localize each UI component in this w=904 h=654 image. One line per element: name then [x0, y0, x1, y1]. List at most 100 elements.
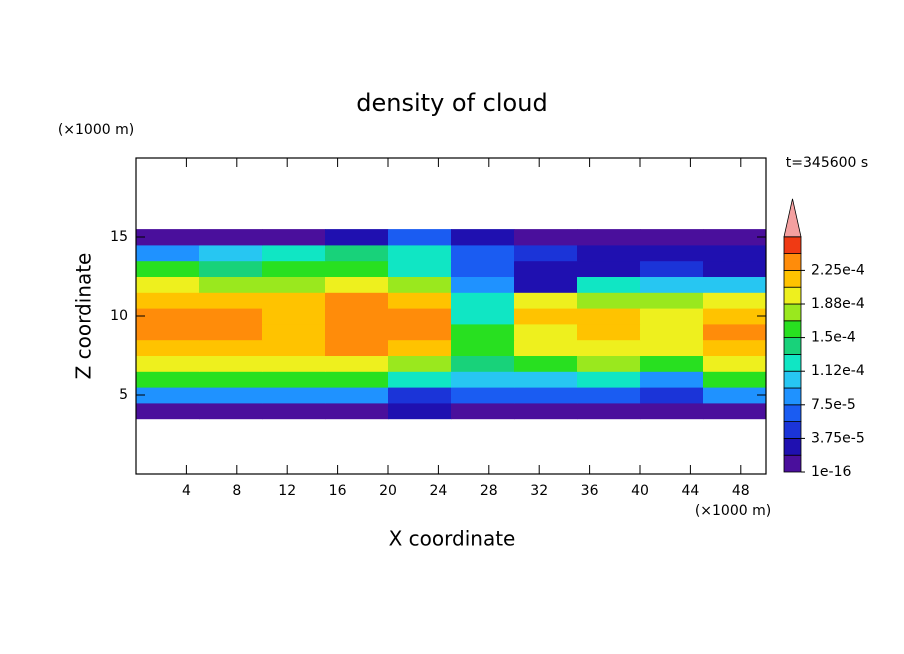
- field-cell: [136, 371, 200, 388]
- x-tick-label: 48: [732, 483, 750, 499]
- field-cell: [451, 276, 515, 293]
- field-cell: [325, 371, 389, 388]
- field-cell: [199, 260, 263, 277]
- field-cell: [199, 323, 263, 341]
- field-cell: [640, 292, 704, 309]
- field-cell: [325, 292, 389, 309]
- field-cell: [451, 355, 515, 372]
- x-tick-label: 4: [182, 483, 191, 499]
- field-cell: [514, 339, 578, 356]
- field-cell: [325, 276, 389, 293]
- field-cell: [136, 229, 200, 246]
- field-cell: [703, 308, 767, 325]
- colorbar-tick-label: 3.75e-5: [811, 430, 865, 446]
- field-cell: [640, 355, 704, 372]
- field-cell: [262, 276, 326, 293]
- field-cell: [199, 402, 263, 420]
- field-cell: [703, 339, 767, 356]
- time-label: t=345600 s: [786, 155, 868, 171]
- colorbar-tick-label: 1.12e-4: [811, 363, 865, 379]
- field-cell: [199, 308, 263, 325]
- colorbar-box: [783, 320, 802, 338]
- field-cell: [388, 402, 452, 420]
- field-cell: [262, 387, 326, 404]
- field-cell: [136, 292, 200, 309]
- field-cell: [136, 308, 200, 325]
- colorbar-over-arrow: [783, 198, 802, 238]
- x-tick-label: 12: [278, 483, 296, 499]
- field-cell: [388, 229, 452, 246]
- field-cell: [640, 260, 704, 277]
- colorbar-box: [783, 387, 802, 406]
- field-cell: [577, 371, 641, 388]
- colorbar-tick-label: 1.88e-4: [811, 296, 865, 312]
- field-cell: [640, 339, 704, 356]
- field-cell: [451, 292, 515, 309]
- x-tick-label: 24: [429, 483, 447, 499]
- field-cell: [136, 244, 200, 262]
- field-cell: [703, 387, 767, 404]
- y-tick-label: 5: [119, 387, 128, 403]
- field-cell: [577, 229, 641, 246]
- field-cell: [199, 276, 263, 293]
- field-cell: [514, 402, 578, 420]
- colorbar-box: [783, 437, 802, 456]
- field-cell: [325, 402, 389, 420]
- colorbar-tick-label: 1e-16: [811, 464, 851, 480]
- field-cell: [199, 371, 263, 388]
- field-cell: [703, 355, 767, 372]
- field-cell: [514, 308, 578, 325]
- x-axis-title: X coordinate: [389, 527, 516, 551]
- field-cell: [325, 308, 389, 325]
- field-cell: [262, 371, 326, 388]
- field-cell: [640, 387, 704, 404]
- field-cell: [451, 339, 515, 356]
- x-unit: (×1000 m): [695, 503, 771, 519]
- field-cell: [640, 371, 704, 388]
- colorbar-box: [783, 253, 802, 271]
- field-cell: [703, 402, 767, 420]
- field-cell: [577, 323, 641, 341]
- field-cell: [451, 229, 515, 246]
- field-cell: [514, 292, 578, 309]
- field-cell: [388, 308, 452, 325]
- field-cell: [325, 387, 389, 404]
- field-cell: [577, 244, 641, 262]
- field-cell: [262, 323, 326, 341]
- colorbar-box: [783, 337, 802, 355]
- field-cell: [325, 244, 389, 262]
- x-tick-label: 36: [581, 483, 599, 499]
- field-cell: [640, 244, 704, 262]
- field-cell: [703, 260, 767, 277]
- field-cell: [514, 244, 578, 262]
- field-cell: [640, 276, 704, 293]
- field-cell: [577, 402, 641, 420]
- field-cell: [199, 387, 263, 404]
- field-cell: [325, 229, 389, 246]
- field-cell: [514, 276, 578, 293]
- field-cell: [577, 292, 641, 309]
- x-tick-label: 28: [480, 483, 498, 499]
- field-cell: [325, 323, 389, 341]
- field-cell: [703, 244, 767, 262]
- field-cell: [388, 339, 452, 356]
- colorbar-box: [783, 353, 802, 372]
- field-cell: [136, 402, 200, 420]
- colorbar-box: [783, 303, 802, 322]
- field-cell: [640, 229, 704, 246]
- field-cell: [514, 355, 578, 372]
- colorbar-tick-label: 2.25e-4: [811, 262, 865, 278]
- colorbar-tick-label: 7.5e-5: [811, 397, 856, 413]
- field-cell: [136, 276, 200, 293]
- field-cell: [577, 276, 641, 293]
- colorbar-box: [783, 286, 802, 305]
- field-cell: [262, 308, 326, 325]
- field-cell: [703, 292, 767, 309]
- colorbar-box: [783, 236, 802, 255]
- field-cell: [703, 371, 767, 388]
- field-cell: [703, 229, 767, 246]
- field-cell: [703, 323, 767, 341]
- field-cell: [262, 260, 326, 277]
